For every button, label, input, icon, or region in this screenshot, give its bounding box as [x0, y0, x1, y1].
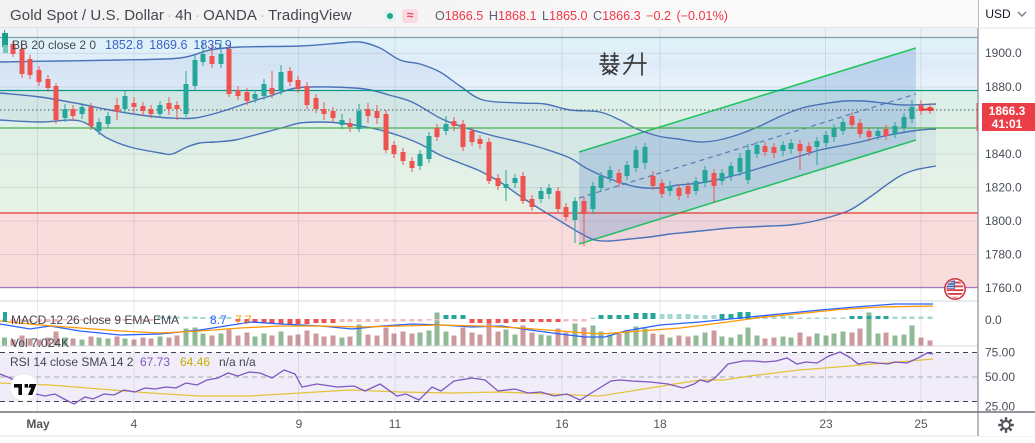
- svg-text:7.7: 7.7: [235, 313, 252, 327]
- svg-text:25.00: 25.00: [985, 400, 1015, 414]
- svg-text:41:01: 41:01: [992, 117, 1023, 131]
- svg-text:1820.0: 1820.0: [985, 181, 1022, 195]
- svg-text:11: 11: [389, 417, 402, 431]
- svg-text:4: 4: [131, 417, 138, 431]
- svg-text:1840.0: 1840.0: [985, 147, 1022, 161]
- svg-text:67.73: 67.73: [140, 355, 170, 369]
- svg-text:BB 20 close 2 0: BB 20 close 2 0: [12, 38, 96, 52]
- svg-text:Vol 7.024K: Vol 7.024K: [11, 336, 69, 350]
- svg-text:25: 25: [914, 417, 928, 431]
- svg-text:MACD 12 26 close 9 EMA EMA: MACD 12 26 close 9 EMA EMA: [11, 313, 179, 327]
- svg-text:9: 9: [296, 417, 303, 431]
- svg-text:75.00: 75.00: [985, 346, 1015, 360]
- svg-text:1760.0: 1760.0: [985, 281, 1022, 295]
- svg-text:n/a n/a: n/a n/a: [219, 355, 256, 369]
- svg-text:May: May: [26, 417, 50, 431]
- svg-text:18: 18: [653, 417, 667, 431]
- svg-text:1880.0: 1880.0: [985, 80, 1022, 94]
- svg-text:USD: USD: [985, 7, 1011, 21]
- svg-text:50.00: 50.00: [985, 370, 1015, 384]
- svg-text:RSI 14 close SMA 14 2: RSI 14 close SMA 14 2: [10, 355, 134, 369]
- svg-text:64.46: 64.46: [180, 355, 210, 369]
- svg-text:23: 23: [819, 417, 833, 431]
- svg-text:1900.0: 1900.0: [985, 46, 1022, 60]
- svg-text:0.0: 0.0: [985, 313, 1002, 327]
- svg-text:8.7: 8.7: [210, 313, 227, 327]
- svg-text:16: 16: [555, 417, 569, 431]
- svg-text:1800.0: 1800.0: [985, 214, 1022, 228]
- svg-text:1852.8 1869.6 1835.9: 1852.8 1869.6 1835.9: [105, 38, 232, 52]
- svg-text:1780.0: 1780.0: [985, 248, 1022, 262]
- svg-text:1866.3: 1866.3: [989, 104, 1026, 118]
